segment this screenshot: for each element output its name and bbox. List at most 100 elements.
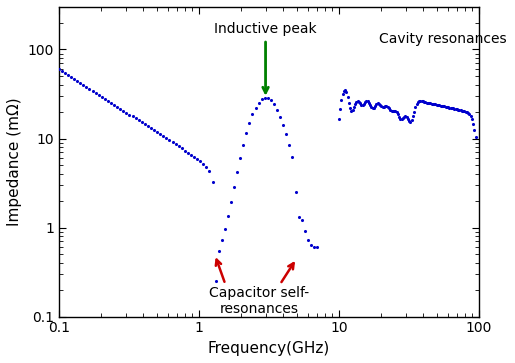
Point (416, 98, 424, 103)
Point (453, 106, 461, 112)
Point (357, 102, 366, 107)
Point (282, 131, 290, 137)
Text: Inductive peak: Inductive peak (214, 23, 317, 93)
Point (76, 80, 84, 86)
Point (444, 105, 452, 110)
Point (110, 102, 118, 107)
Point (468, 117, 476, 122)
Point (346, 105, 354, 111)
Point (369, 105, 377, 111)
Point (113, 104, 122, 110)
Point (181, 148, 189, 154)
Point (345, 100, 353, 106)
Point (421, 99, 430, 105)
Point (438, 103, 446, 109)
Point (64, 72, 72, 78)
Point (310, 244, 318, 250)
Point (454, 107, 462, 113)
Point (227, 199, 235, 204)
Point (138, 119, 146, 125)
Point (461, 109, 470, 115)
Point (415, 98, 423, 103)
Point (168, 139, 177, 145)
Point (350, 105, 358, 110)
Point (439, 103, 447, 109)
Point (373, 101, 382, 106)
Point (245, 120, 253, 126)
Point (141, 122, 149, 127)
Point (360, 101, 368, 107)
Point (295, 214, 303, 220)
Point (432, 102, 440, 107)
Point (401, 113, 409, 119)
Point (236, 155, 244, 160)
Point (423, 100, 431, 106)
Point (406, 119, 415, 125)
Point (436, 103, 444, 109)
Point (367, 104, 375, 110)
Point (230, 184, 238, 189)
Point (365, 99, 373, 105)
Point (362, 98, 370, 104)
Point (395, 114, 403, 120)
Point (429, 101, 437, 107)
Point (391, 108, 400, 114)
Point (221, 226, 229, 232)
Point (202, 164, 211, 170)
Point (366, 102, 374, 108)
Point (396, 116, 404, 122)
Point (371, 103, 380, 109)
Point (464, 110, 472, 116)
Point (178, 146, 186, 151)
Point (420, 99, 428, 105)
Point (67, 74, 75, 80)
Point (159, 134, 167, 139)
Point (413, 101, 421, 107)
Point (392, 109, 401, 115)
Point (233, 169, 241, 175)
Point (344, 94, 352, 100)
Point (215, 248, 223, 254)
Point (389, 108, 397, 114)
Point (411, 104, 420, 110)
Point (358, 102, 367, 107)
Point (338, 91, 347, 97)
Point (370, 105, 378, 111)
Point (125, 111, 133, 117)
Point (58, 68, 66, 74)
Point (162, 135, 170, 141)
Point (73, 78, 81, 84)
Point (298, 217, 306, 223)
Point (205, 168, 214, 174)
Point (340, 87, 348, 93)
Point (128, 114, 136, 119)
Point (95, 92, 103, 98)
Point (393, 111, 402, 117)
Point (443, 104, 451, 110)
Point (101, 96, 109, 102)
Point (347, 108, 355, 114)
Point (336, 106, 344, 112)
Point (61, 70, 69, 76)
Point (276, 114, 284, 119)
Point (398, 117, 406, 122)
Point (390, 108, 398, 114)
X-axis label: Frequency(GHz): Frequency(GHz) (208, 341, 330, 356)
Point (404, 116, 412, 122)
Point (134, 118, 143, 123)
Point (196, 159, 204, 164)
Point (85, 86, 94, 92)
Point (459, 108, 467, 114)
Point (445, 105, 453, 110)
Point (291, 189, 300, 195)
Point (435, 102, 443, 108)
Point (452, 106, 460, 112)
Point (448, 105, 456, 111)
Point (364, 98, 372, 104)
Text: Capacitor self-
resonances: Capacitor self- resonances (209, 286, 309, 316)
Point (270, 101, 278, 107)
Point (463, 109, 471, 115)
Point (147, 126, 155, 131)
Point (313, 244, 321, 250)
Point (469, 121, 477, 127)
